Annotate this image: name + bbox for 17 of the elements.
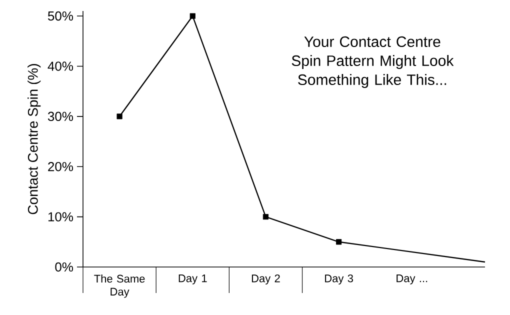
point bbox=[336, 239, 342, 245]
y-tick-label: 20% bbox=[48, 162, 74, 172]
x-tick-label: Day ... bbox=[396, 274, 428, 284]
x-tick-label: Day 1 bbox=[178, 274, 207, 284]
x-tick-label: The Same Day bbox=[94, 274, 145, 298]
y-tick-label: 0% bbox=[55, 262, 74, 272]
y-tick-label: 30% bbox=[48, 112, 74, 122]
x-tick-label: Day 3 bbox=[325, 274, 354, 284]
point bbox=[116, 114, 122, 120]
point bbox=[190, 13, 196, 19]
y-tick-label: 10% bbox=[48, 212, 74, 222]
annotation: Your Contact Centre Spin Pattern Might Look Something Like This... bbox=[292, 36, 454, 88]
y-axis-title: Contact Centre Spin (%) bbox=[28, 64, 41, 214]
y-tick-label: 40% bbox=[48, 62, 74, 71]
x-tick-label: Day 2 bbox=[252, 274, 280, 284]
point bbox=[262, 214, 269, 220]
y-tick-label: 50% bbox=[48, 11, 74, 21]
